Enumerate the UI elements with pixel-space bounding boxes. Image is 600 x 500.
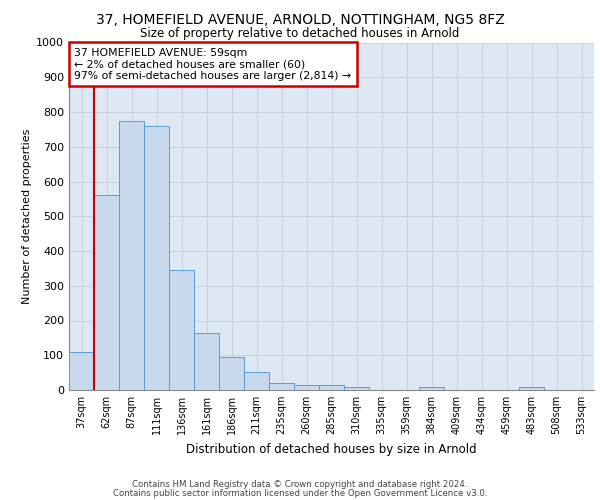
Bar <box>319 385 344 390</box>
Bar <box>169 270 194 390</box>
Text: 37 HOMEFIELD AVENUE: 59sqm
← 2% of detached houses are smaller (60)
97% of semi-: 37 HOMEFIELD AVENUE: 59sqm ← 2% of detac… <box>74 48 352 81</box>
Bar <box>419 386 444 390</box>
Bar <box>219 356 244 390</box>
X-axis label: Distribution of detached houses by size in Arnold: Distribution of detached houses by size … <box>186 442 477 456</box>
Text: Contains public sector information licensed under the Open Government Licence v3: Contains public sector information licen… <box>113 488 487 498</box>
Bar <box>119 120 144 390</box>
Bar <box>519 386 544 390</box>
Bar <box>344 386 369 390</box>
Text: Contains HM Land Registry data © Crown copyright and database right 2024.: Contains HM Land Registry data © Crown c… <box>132 480 468 489</box>
Bar <box>69 352 94 390</box>
Bar <box>269 383 294 390</box>
Bar <box>194 334 219 390</box>
Text: 37, HOMEFIELD AVENUE, ARNOLD, NOTTINGHAM, NG5 8FZ: 37, HOMEFIELD AVENUE, ARNOLD, NOTTINGHAM… <box>95 12 505 26</box>
Text: Size of property relative to detached houses in Arnold: Size of property relative to detached ho… <box>140 28 460 40</box>
Bar <box>294 385 319 390</box>
Bar <box>144 126 169 390</box>
Y-axis label: Number of detached properties: Number of detached properties <box>22 128 32 304</box>
Bar <box>244 372 269 390</box>
Bar <box>94 196 119 390</box>
